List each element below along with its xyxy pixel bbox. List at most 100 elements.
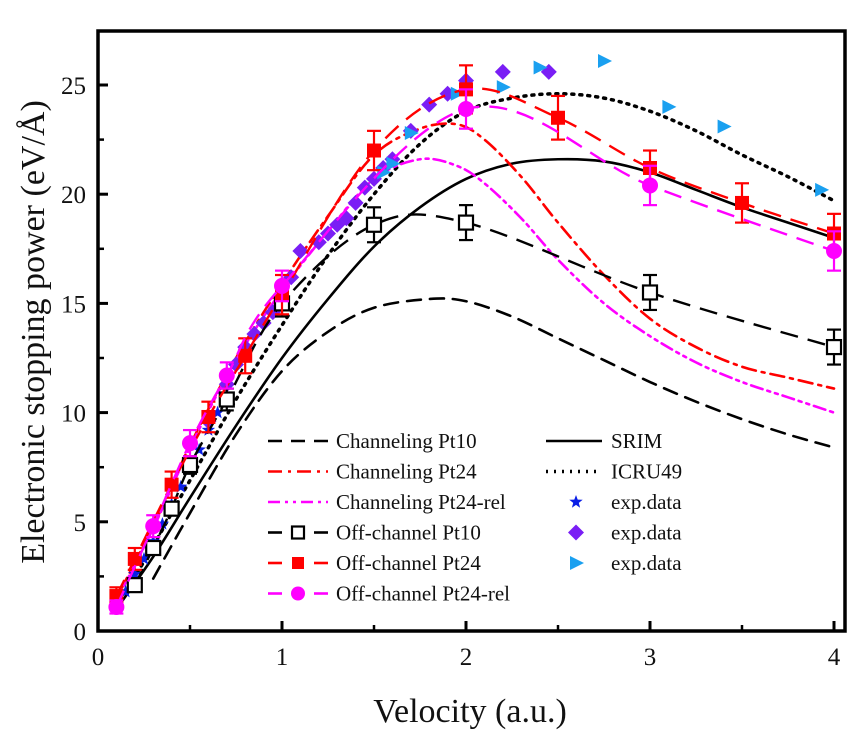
y-tick-label: 15 [61, 291, 86, 318]
data-point [163, 500, 180, 517]
data-point [450, 86, 465, 101]
y-tick-label: 25 [61, 73, 86, 100]
data-point [274, 277, 290, 294]
legend: Channeling Pt10 Channeling Pt24 Channeling… [268, 429, 682, 606]
legend-label: exp.data [611, 551, 682, 575]
data-point [347, 194, 364, 211]
data-point [218, 367, 235, 384]
legend-marker [568, 524, 584, 541]
plot-frame [96, 29, 847, 633]
series-exp-data [377, 53, 830, 197]
legend-item: Channeling Pt24 [268, 460, 477, 484]
series-off-channel-pt24-rel [108, 88, 842, 615]
data-point [210, 405, 225, 419]
data-point [496, 80, 511, 95]
axes-layer [96, 29, 847, 633]
legend-marker [291, 586, 305, 601]
data-point [365, 216, 383, 233]
legend-label: Channeling Pt24 [336, 460, 477, 484]
data-point [367, 143, 381, 158]
data-point [377, 165, 392, 180]
data-point [735, 195, 749, 210]
legend-label: ICRU49 [611, 460, 682, 484]
series-layer [108, 53, 843, 615]
legend-label: Channeling Pt24-rel [336, 490, 506, 514]
legend-item: exp.data [568, 521, 682, 545]
data-point [825, 338, 843, 356]
x-tick-label: 0 [92, 644, 105, 671]
x-tick-label: 4 [828, 644, 841, 671]
y-tick-label: 10 [61, 401, 86, 428]
series-srim [115, 157, 836, 611]
data-point [118, 584, 133, 598]
legend-item: Channeling Pt10 [268, 429, 477, 453]
y-axis-title: Electronic stopping power (eV/Å) [15, 100, 52, 564]
data-point [662, 99, 677, 114]
legend-label: Off-channel Pt10 [336, 521, 481, 545]
legend-marker [292, 557, 304, 569]
data-point [145, 518, 162, 535]
legend-label: SRIM [611, 429, 663, 453]
series-line [115, 157, 836, 602]
data-point [457, 214, 475, 231]
x-axis-title: Velocity (a.u.) [373, 693, 567, 730]
data-point [108, 598, 125, 615]
series-channeling-pt24-rel [115, 157, 836, 602]
series-icru49 [114, 91, 836, 609]
legend-item: exp.data [569, 490, 682, 514]
legend-item: SRIM [546, 429, 663, 453]
series-off-channel-pt10 [126, 204, 843, 594]
legend-item: Off-channel Pt10 [268, 521, 481, 545]
legend-item: exp.data [570, 551, 682, 575]
data-point [642, 177, 658, 194]
x-tick-label: 3 [644, 644, 657, 671]
series-line [151, 297, 836, 580]
data-point [458, 101, 474, 118]
ticks-layer: 0 1 2 3 4 0 5 10 15 20 25 [61, 73, 841, 671]
legend-item: Off-channel Pt24 [268, 551, 481, 575]
legend-item: Off-channel Pt24-rel [268, 582, 510, 606]
data-point [551, 110, 565, 125]
y-tick-label: 0 [74, 619, 87, 646]
data-point [126, 577, 143, 594]
y-tick-label: 20 [61, 182, 86, 209]
data-point [128, 567, 142, 580]
x-tick-label: 2 [460, 644, 473, 671]
data-point [815, 182, 830, 197]
data-point [174, 479, 188, 493]
legend-label: exp.data [611, 490, 682, 514]
data-point [145, 539, 162, 557]
legend-label: exp.data [611, 521, 682, 545]
data-point [164, 477, 179, 492]
data-point [155, 517, 170, 530]
legend-item: ICRU49 [546, 460, 682, 484]
y-tick-label: 5 [74, 510, 87, 537]
series-line [114, 91, 836, 609]
series-line [115, 157, 836, 611]
data-point [826, 242, 842, 259]
data-point [533, 60, 548, 75]
series-connector-line [133, 213, 835, 586]
data-point [494, 63, 511, 80]
legend-marker [290, 525, 306, 540]
data-point [218, 391, 235, 408]
legend-marker [569, 495, 583, 508]
data-point [717, 119, 732, 134]
data-point [292, 242, 309, 259]
data-point [641, 284, 659, 301]
series-exp-data [200, 63, 557, 430]
data-point [598, 53, 612, 68]
data-point [238, 348, 253, 363]
legend-label: Off-channel Pt24 [336, 551, 481, 575]
legend-label: Channeling Pt10 [336, 429, 477, 453]
legend-marker [570, 556, 584, 570]
data-point [404, 126, 419, 141]
series-channeling-pt10 [151, 297, 836, 580]
data-point [182, 435, 198, 452]
data-point [127, 551, 142, 566]
data-point [137, 551, 151, 565]
legend-label: Off-channel Pt24-rel [336, 582, 510, 606]
x-tick-label: 1 [276, 644, 289, 671]
legend-item: Channeling Pt24-rel [268, 490, 506, 514]
